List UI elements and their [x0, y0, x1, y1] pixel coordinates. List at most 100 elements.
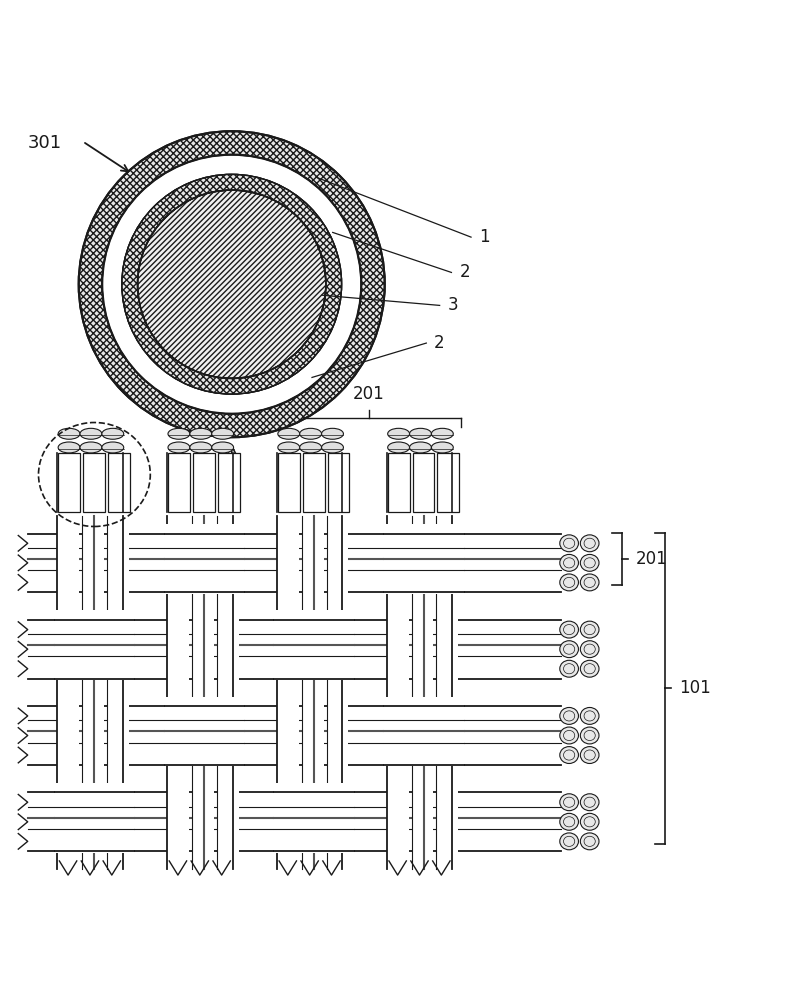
Bar: [83, 453, 105, 512]
Ellipse shape: [580, 660, 599, 677]
Bar: [385, 573, 464, 592]
Ellipse shape: [322, 442, 343, 453]
Ellipse shape: [80, 428, 102, 439]
Bar: [165, 723, 244, 743]
Bar: [385, 697, 464, 766]
Bar: [28, 701, 561, 720]
Bar: [55, 832, 134, 851]
Ellipse shape: [580, 747, 599, 763]
Bar: [28, 637, 561, 656]
Ellipse shape: [322, 428, 343, 439]
Ellipse shape: [58, 428, 80, 439]
Text: 301: 301: [28, 134, 62, 152]
Bar: [385, 524, 464, 594]
Bar: [385, 701, 464, 720]
Wedge shape: [79, 131, 385, 437]
Ellipse shape: [560, 813, 578, 830]
Ellipse shape: [431, 442, 454, 453]
Text: 2: 2: [459, 263, 470, 281]
Ellipse shape: [580, 833, 599, 850]
Ellipse shape: [278, 428, 300, 439]
Bar: [28, 614, 561, 634]
Bar: [28, 832, 561, 851]
Bar: [168, 453, 190, 512]
Bar: [167, 516, 189, 869]
Bar: [165, 528, 244, 548]
Bar: [193, 453, 215, 512]
Bar: [216, 516, 239, 869]
Ellipse shape: [190, 442, 212, 453]
Ellipse shape: [560, 660, 578, 677]
Ellipse shape: [560, 747, 578, 763]
Bar: [436, 516, 458, 869]
Bar: [82, 516, 104, 869]
Bar: [274, 637, 354, 656]
Bar: [412, 453, 435, 512]
Text: 201: 201: [353, 385, 385, 403]
Ellipse shape: [212, 442, 234, 453]
Ellipse shape: [560, 554, 578, 571]
Ellipse shape: [388, 428, 409, 439]
Ellipse shape: [190, 428, 212, 439]
Wedge shape: [102, 155, 361, 414]
Bar: [217, 453, 239, 512]
Bar: [165, 701, 244, 720]
Ellipse shape: [580, 554, 599, 571]
Bar: [28, 528, 561, 548]
Ellipse shape: [80, 442, 102, 453]
Ellipse shape: [560, 621, 578, 638]
Ellipse shape: [388, 442, 409, 453]
Bar: [192, 516, 213, 869]
Ellipse shape: [212, 428, 234, 439]
Ellipse shape: [560, 833, 578, 850]
Bar: [28, 659, 561, 679]
Ellipse shape: [580, 574, 599, 591]
Bar: [28, 723, 561, 743]
Wedge shape: [122, 174, 342, 394]
Bar: [55, 637, 134, 656]
Ellipse shape: [431, 428, 454, 439]
Bar: [165, 697, 244, 766]
Ellipse shape: [580, 641, 599, 658]
Ellipse shape: [409, 428, 431, 439]
Bar: [274, 659, 354, 679]
Bar: [274, 614, 354, 634]
Bar: [55, 787, 134, 807]
Bar: [274, 783, 354, 853]
Bar: [328, 453, 350, 512]
Ellipse shape: [560, 535, 578, 552]
Ellipse shape: [580, 727, 599, 744]
Ellipse shape: [102, 428, 124, 439]
Bar: [277, 516, 299, 869]
Ellipse shape: [560, 727, 578, 744]
Bar: [303, 453, 324, 512]
Bar: [55, 783, 134, 853]
Ellipse shape: [278, 442, 300, 453]
Bar: [412, 516, 434, 869]
Text: 2: 2: [434, 334, 445, 352]
Ellipse shape: [580, 794, 599, 811]
Circle shape: [137, 190, 326, 378]
Bar: [108, 453, 130, 512]
Bar: [327, 516, 348, 869]
Bar: [28, 787, 561, 807]
Bar: [55, 610, 134, 680]
Text: 1: 1: [479, 228, 489, 246]
Bar: [385, 528, 464, 548]
Bar: [385, 723, 464, 743]
Bar: [28, 573, 561, 592]
Text: 3: 3: [447, 296, 458, 314]
Bar: [274, 832, 354, 851]
Ellipse shape: [580, 707, 599, 724]
Bar: [55, 659, 134, 679]
Bar: [387, 516, 408, 869]
Bar: [274, 610, 354, 680]
Bar: [165, 524, 244, 594]
Bar: [55, 809, 134, 829]
Bar: [301, 516, 324, 869]
Ellipse shape: [168, 428, 190, 439]
Ellipse shape: [300, 442, 322, 453]
Bar: [438, 453, 459, 512]
Bar: [28, 745, 561, 765]
Bar: [165, 550, 244, 570]
